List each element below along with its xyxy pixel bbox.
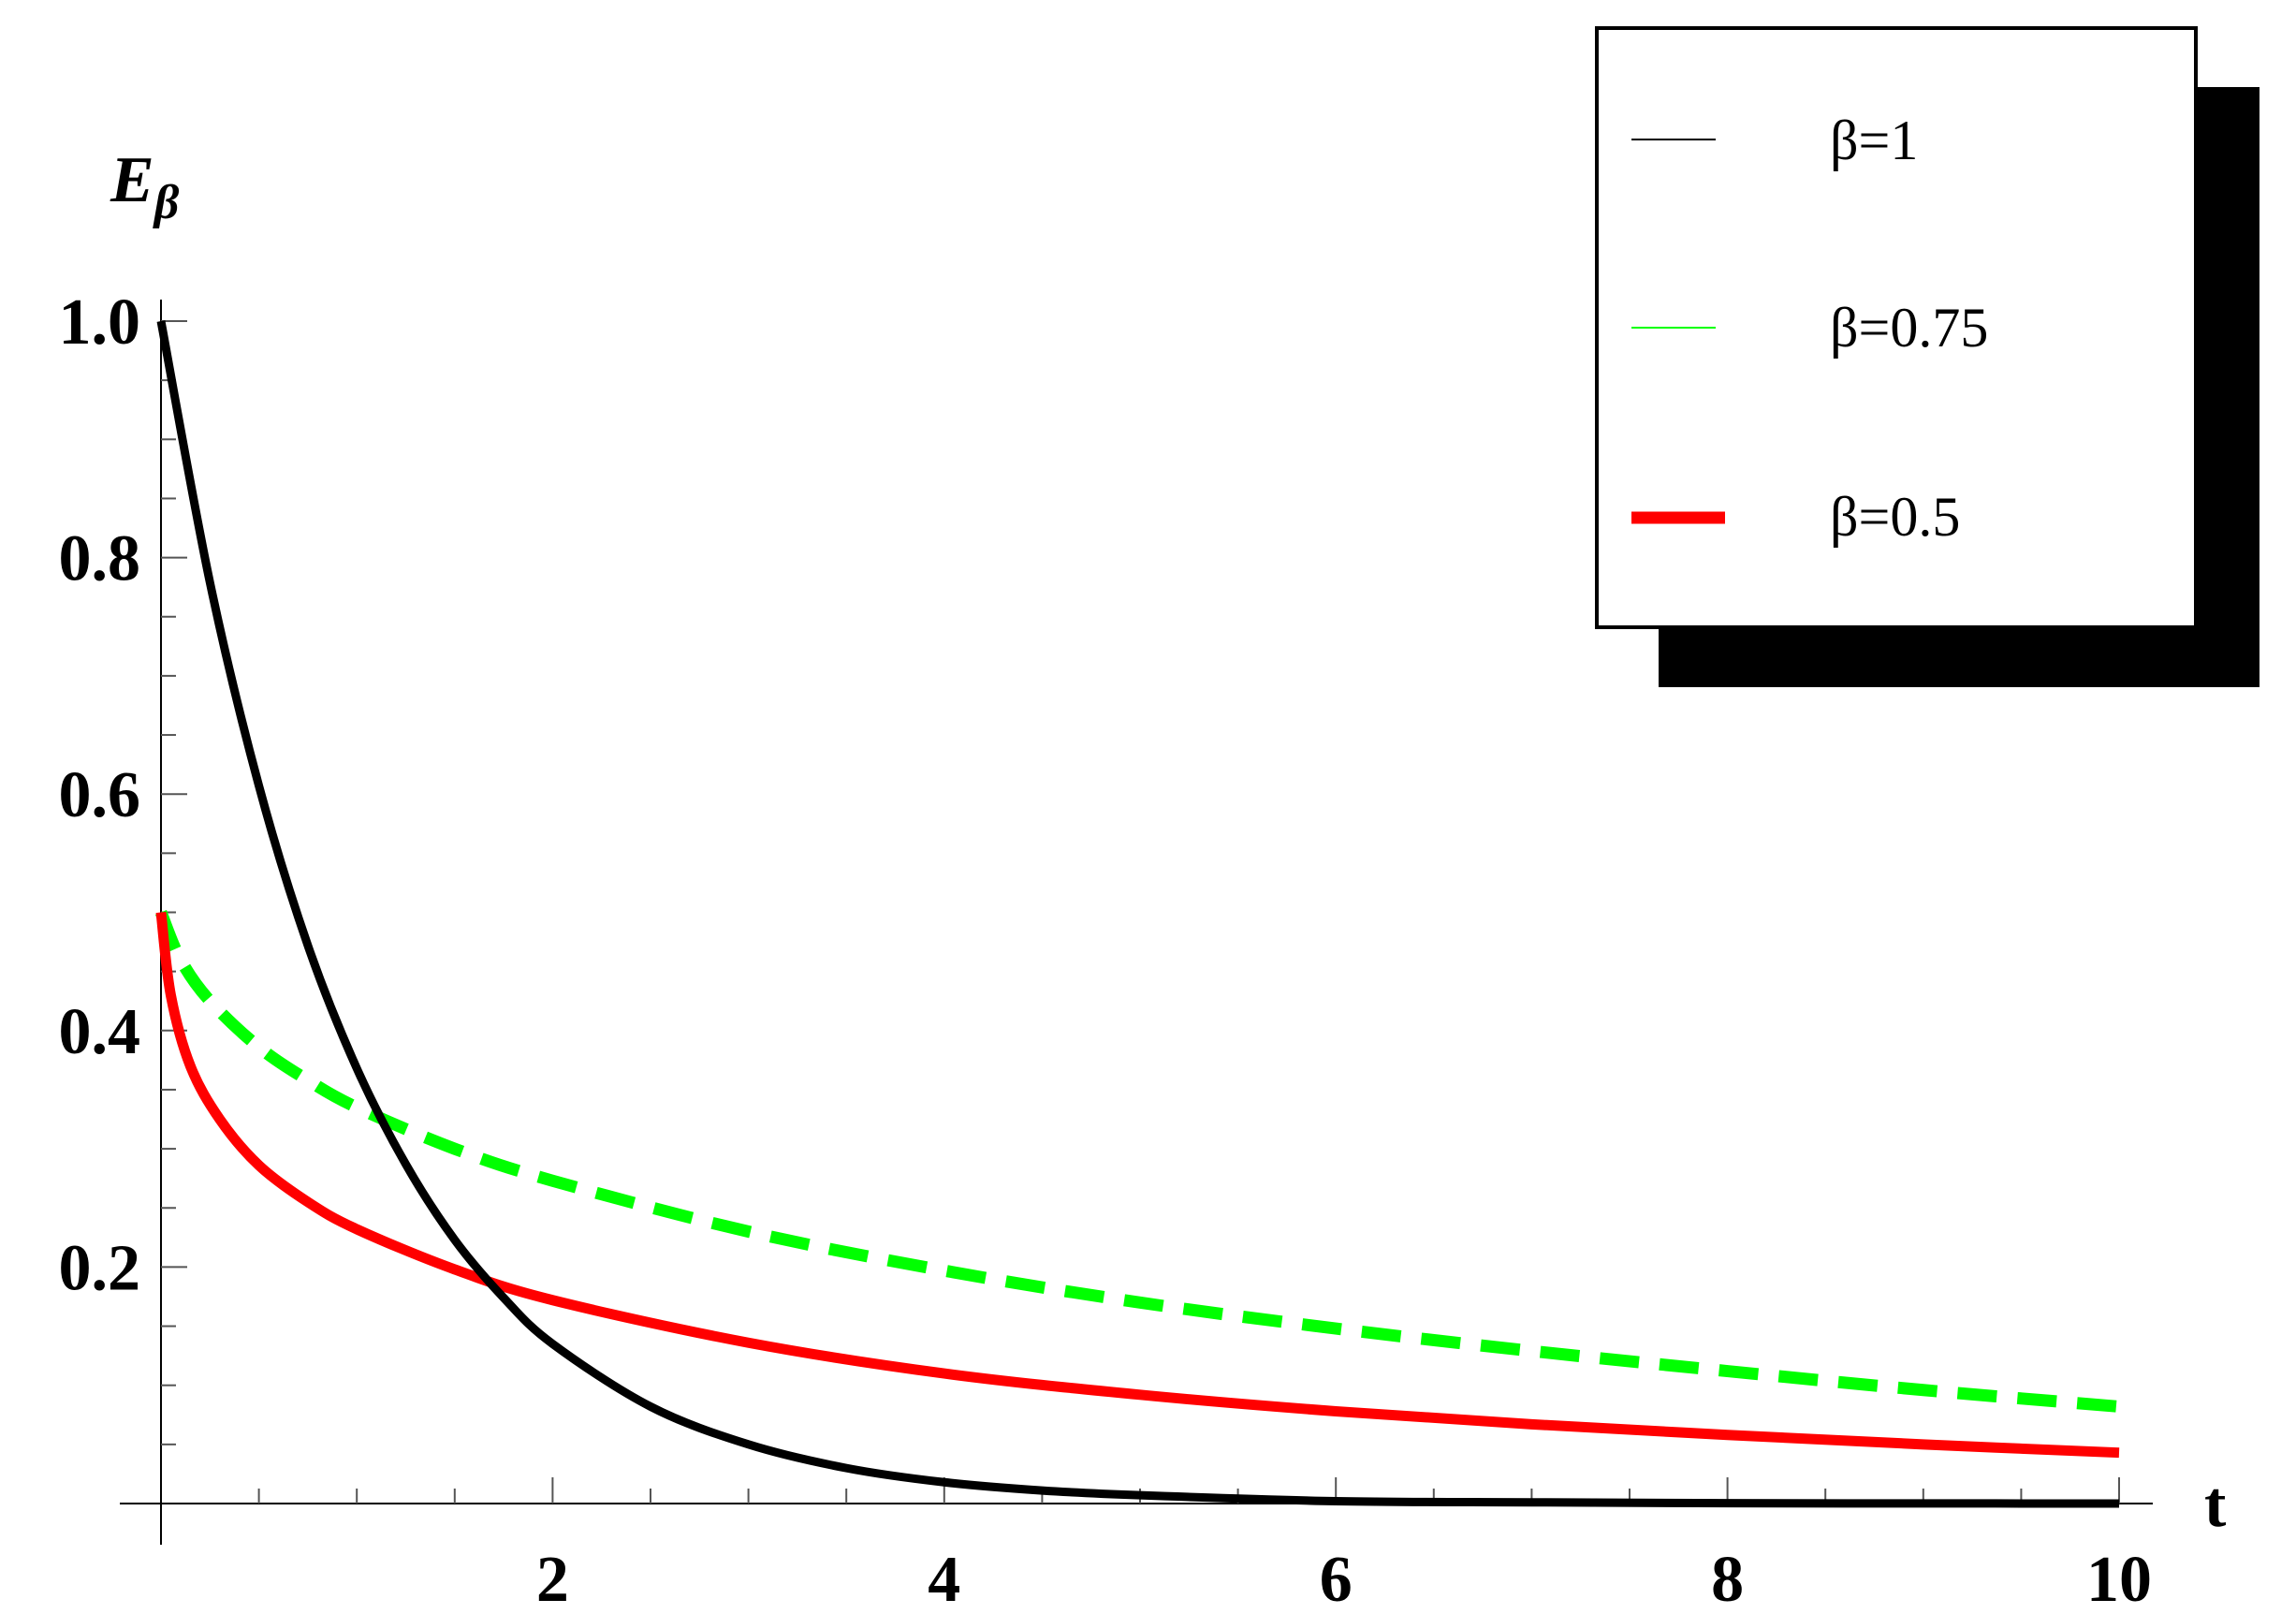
legend: β=1 β=0.75 β=0.5 <box>1595 26 2259 687</box>
y-tick-label: 0.8 <box>59 523 141 595</box>
series-line-beta-1 <box>156 320 2120 1508</box>
series-line-beta-05 <box>155 911 2120 1459</box>
x-tick-label: 10 <box>2086 1544 2152 1614</box>
y-axis-label: Eβ <box>110 144 180 229</box>
legend-label-beta-1: β=1 <box>1830 110 1918 171</box>
x-tick-label: 2 <box>536 1544 569 1614</box>
x-tick-label: 8 <box>1711 1544 1744 1614</box>
y-axis-label-main: E <box>110 144 154 216</box>
y-tick-label: 0.6 <box>59 759 141 831</box>
y-tick-label: 1.0 <box>59 286 141 359</box>
x-axis-label: t <box>2204 1469 2226 1541</box>
x-tick-label: 4 <box>928 1544 960 1614</box>
series-layer <box>154 320 2120 1508</box>
legend-label-beta-05: β=0.5 <box>1830 486 1960 548</box>
y-tick-label: 0.4 <box>59 996 141 1068</box>
legend-label-beta-075: β=0.75 <box>1830 297 1988 359</box>
ticks: 2 4 6 8 10 0.2 0.4 0.6 0.8 1.0 <box>59 286 2153 1614</box>
series-line-beta-075 <box>154 910 2120 1413</box>
x-tick-label: 6 <box>1320 1544 1353 1614</box>
y-axis-label-sub: β <box>153 176 180 229</box>
y-tick-label: 0.2 <box>59 1232 141 1304</box>
